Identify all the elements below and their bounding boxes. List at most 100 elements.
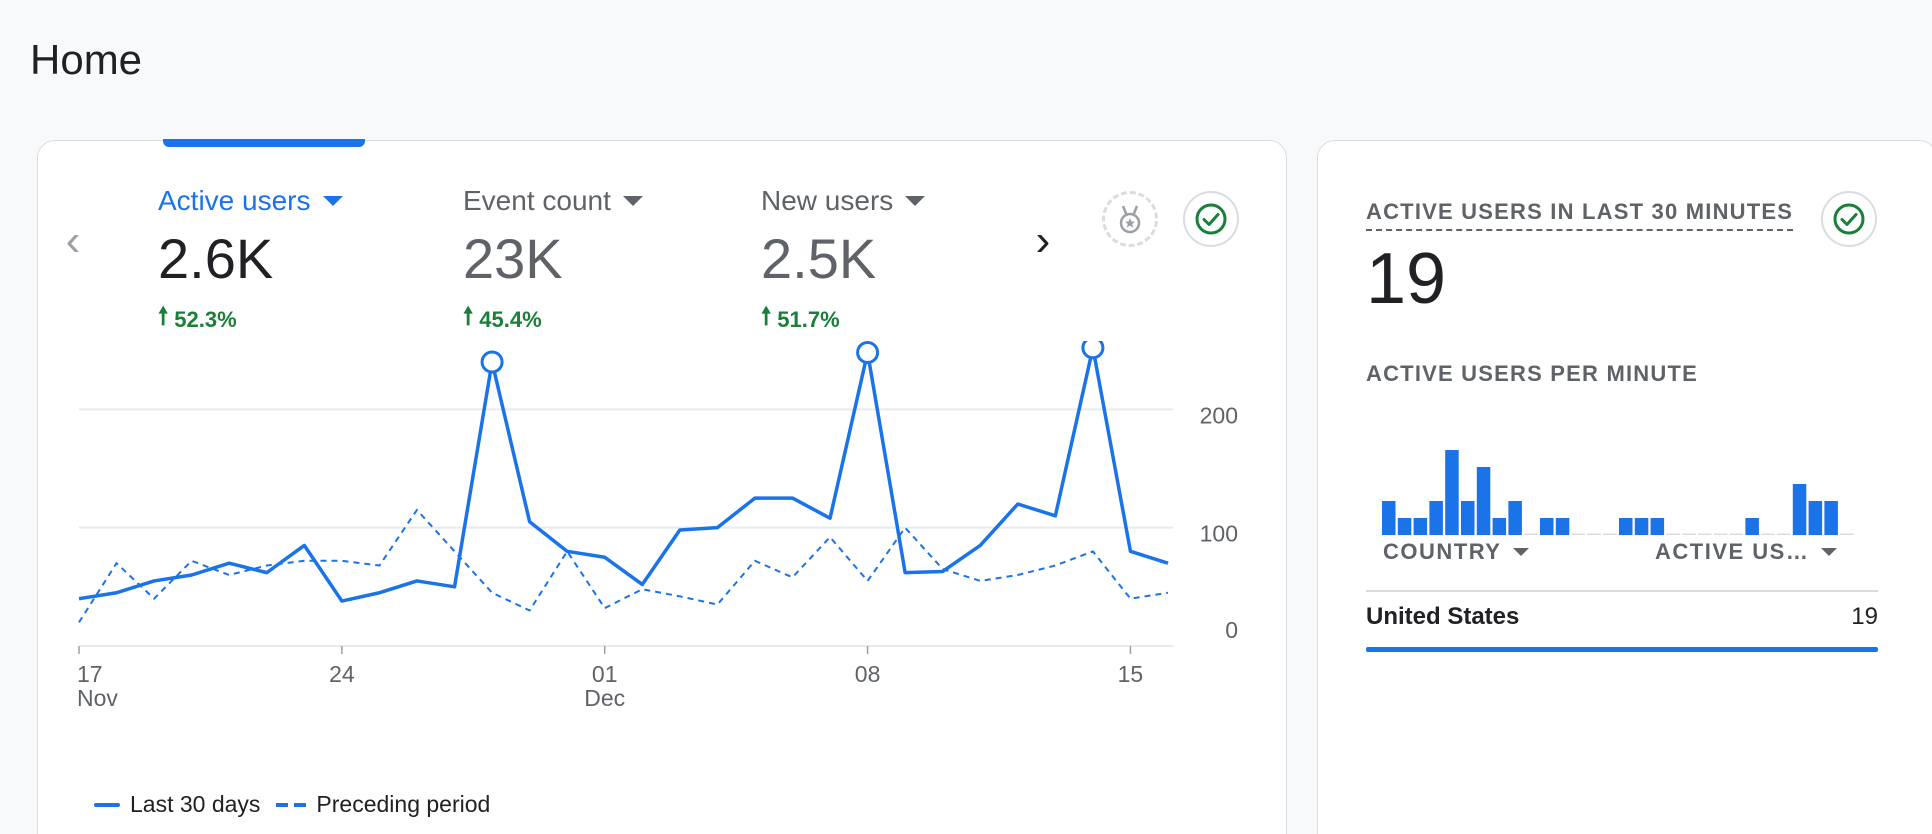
metric-value-new-users: 2.5K xyxy=(761,227,877,290)
chart-series xyxy=(78,341,1169,623)
minute-bar[interactable] xyxy=(1508,501,1522,535)
minute-bar[interactable] xyxy=(1713,533,1728,536)
metric-tab-active-users[interactable]: Active users 2.6K 🠕 52.3% xyxy=(158,185,438,340)
minute-bar[interactable] xyxy=(1824,501,1838,535)
row-share-bar xyxy=(1366,647,1878,652)
minute-bar[interactable] xyxy=(1619,518,1633,535)
column-header-text: ACTIVE US… xyxy=(1655,539,1810,564)
minute-bar[interactable] xyxy=(1666,533,1680,536)
page-title: Home xyxy=(30,36,143,83)
caret-down-icon xyxy=(322,196,343,206)
x-tick-label: 15 xyxy=(1118,661,1144,687)
x-tick-label: 08 xyxy=(855,661,881,687)
minute-bar[interactable] xyxy=(1792,484,1807,535)
table-row[interactable]: United States 19 xyxy=(1366,603,1878,631)
minute-bar[interactable] xyxy=(1524,533,1538,536)
chevron-left-icon[interactable]: ‹ xyxy=(65,216,81,265)
x-tick-label: 17 xyxy=(77,661,103,687)
minute-bar[interactable] xyxy=(1492,518,1507,535)
minute-bar[interactable] xyxy=(1650,518,1665,535)
legend-item-preceding-period[interactable]: Preceding period xyxy=(276,791,490,818)
check-circle-icon-svg xyxy=(1833,203,1865,235)
x-tick-month-label: Nov xyxy=(77,685,118,711)
metric-change-text: 45.4% xyxy=(479,306,542,332)
metric-tab-event-count[interactable]: Event count 23K 🠕 45.4% xyxy=(463,185,743,340)
chart-grid xyxy=(79,408,1173,647)
minute-bar[interactable] xyxy=(1461,501,1475,535)
metric-tab-new-users[interactable]: New users 2.5K 🠕 51.7% xyxy=(761,185,1041,340)
legend-item-last-30-days[interactable]: Last 30 days xyxy=(94,791,260,818)
minute-bar[interactable] xyxy=(1397,518,1412,535)
chart-legend: Last 30 days Preceding period xyxy=(94,791,506,818)
caret-down-icon xyxy=(1821,548,1838,556)
metric-change-text: 52.3% xyxy=(174,306,237,332)
minute-bar[interactable] xyxy=(1729,533,1744,536)
caret-down-icon xyxy=(905,196,926,206)
realtime-title[interactable]: ACTIVE USERS IN LAST 30 MINUTES xyxy=(1366,199,1794,231)
minute-bar[interactable] xyxy=(1587,533,1601,536)
arrow-up-icon: 🠕 xyxy=(158,303,169,330)
series-line-last-30-days xyxy=(78,346,1169,603)
x-tick-month-label: Dec xyxy=(584,685,625,711)
minute-bar[interactable] xyxy=(1761,533,1775,536)
y-tick-label: 100 xyxy=(1200,521,1238,547)
legend-label: Preceding period xyxy=(316,791,491,817)
metric-label-event-count[interactable]: Event count xyxy=(463,185,743,217)
data-point-marker xyxy=(1081,341,1105,360)
metric-change-new-users: 🠕 51.7% xyxy=(761,299,1041,340)
metric-label-text: Active users xyxy=(158,185,311,216)
x-tick-label: 24 xyxy=(329,661,355,687)
minute-bar[interactable] xyxy=(1698,533,1712,536)
column-header-country[interactable]: COUNTRY xyxy=(1383,539,1530,565)
medal-icon[interactable] xyxy=(1102,191,1158,247)
arrow-up-icon: 🠕 xyxy=(463,303,474,330)
check-circle-icon-svg xyxy=(1195,203,1227,235)
minute-bar[interactable] xyxy=(1745,518,1759,535)
caret-down-icon xyxy=(1513,548,1530,556)
data-point-marker xyxy=(480,350,504,374)
metric-change-active-users: 🠕 52.3% xyxy=(158,299,438,340)
y-tick-label: 0 xyxy=(1225,617,1238,643)
overview-card: ‹ Active users 2.6K 🠕 52.3% Event count 2… xyxy=(37,139,1287,834)
row-value: 19 xyxy=(1851,603,1878,630)
metric-value-event-count: 23K xyxy=(463,227,563,290)
column-header-text: COUNTRY xyxy=(1383,539,1502,564)
minute-bar[interactable] xyxy=(1777,533,1791,536)
realtime-value: 19 xyxy=(1366,239,1447,319)
metric-label-new-users[interactable]: New users xyxy=(761,185,1041,217)
minute-bar[interactable] xyxy=(1840,533,1854,536)
minute-bar[interactable] xyxy=(1476,467,1491,535)
minute-bar[interactable] xyxy=(1571,533,1586,536)
check-circle-icon[interactable] xyxy=(1821,191,1877,247)
minute-bar[interactable] xyxy=(1634,518,1649,535)
minute-bar[interactable] xyxy=(1382,501,1396,535)
arrow-up-icon: 🠕 xyxy=(761,303,772,330)
row-country: United States xyxy=(1366,603,1520,630)
y-axis-ticks: 3002001000 xyxy=(1200,402,1238,643)
minute-bar[interactable] xyxy=(1555,518,1570,535)
column-header-active-users[interactable]: ACTIVE US… xyxy=(1655,539,1838,565)
x-tick-label: 01 xyxy=(592,661,618,687)
series-line-preceding-period xyxy=(78,508,1169,623)
table-divider xyxy=(1366,590,1878,592)
per-minute-label: ACTIVE USERS PER MINUTE xyxy=(1366,361,1698,386)
y-tick-label: 200 xyxy=(1200,402,1238,428)
chevron-right-icon[interactable]: › xyxy=(1035,216,1051,265)
minute-bar[interactable] xyxy=(1445,450,1459,535)
data-point-marker xyxy=(856,341,880,365)
minute-bar[interactable] xyxy=(1603,533,1617,536)
check-circle-icon[interactable] xyxy=(1183,191,1239,247)
metric-label-text: Event count xyxy=(463,185,611,216)
minute-bar[interactable] xyxy=(1413,518,1428,535)
minute-bar[interactable] xyxy=(1540,518,1554,535)
caret-down-icon xyxy=(622,196,643,206)
minute-bar[interactable] xyxy=(1808,501,1823,535)
legend-swatch-solid xyxy=(94,802,120,807)
realtime-card: ACTIVE USERS IN LAST 30 MINUTES 19 ACTIV… xyxy=(1317,140,1932,834)
minute-bar[interactable] xyxy=(1682,533,1696,536)
metric-label-active-users[interactable]: Active users xyxy=(158,185,438,217)
minute-bar[interactable] xyxy=(1429,501,1443,535)
metric-value-active-users: 2.6K xyxy=(158,227,274,290)
